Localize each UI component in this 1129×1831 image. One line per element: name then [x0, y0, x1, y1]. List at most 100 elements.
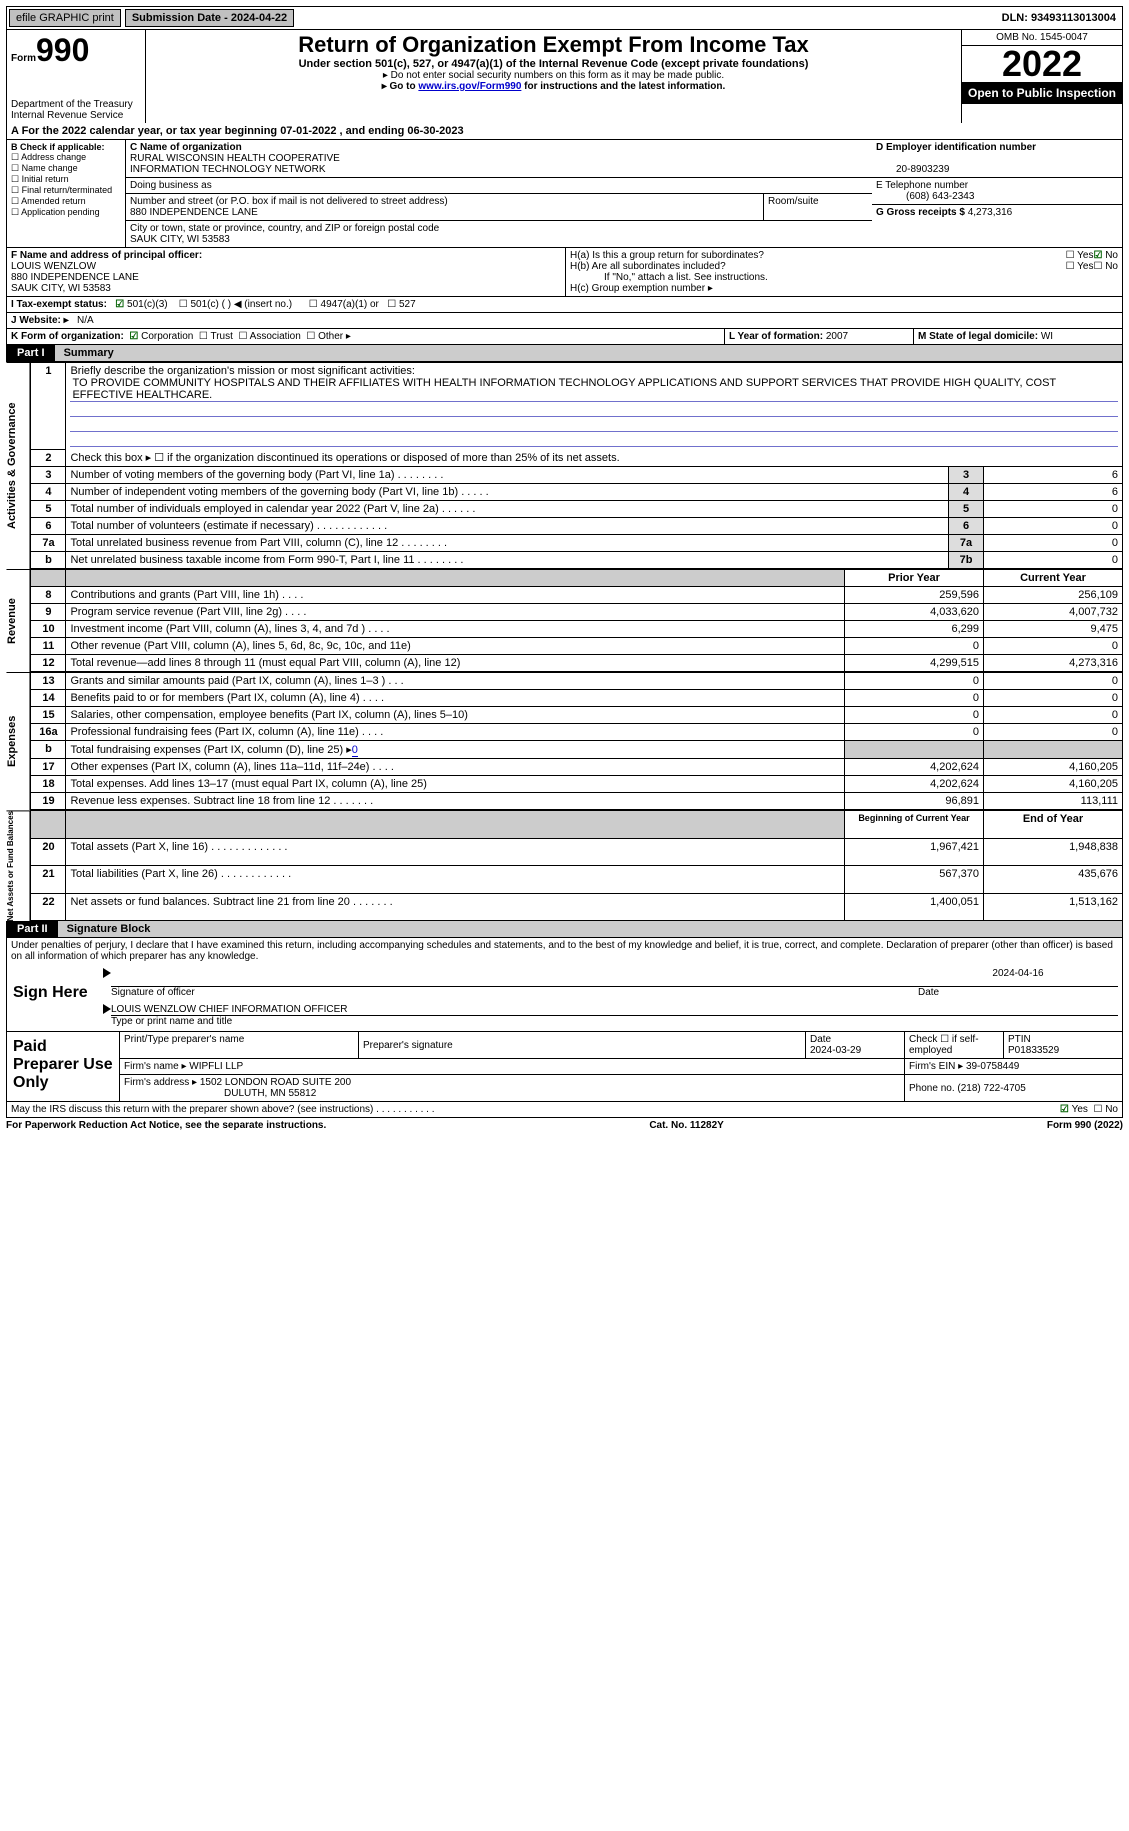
chk-name[interactable]: Name change — [11, 163, 78, 173]
chk-527[interactable]: 527 — [387, 299, 415, 310]
hc-label: H(c) Group exemption number ▸ — [570, 283, 1118, 294]
line-desc: Total fundraising expenses (Part IX, col… — [66, 741, 845, 759]
end-year-hdr: End of Year — [984, 811, 1123, 839]
k-label: K Form of organization: — [11, 331, 124, 342]
officer-name: LOUIS WENZLOW — [11, 261, 96, 272]
ptin-label: PTIN — [1008, 1034, 1031, 1045]
line-num: 19 — [31, 793, 66, 810]
firm-phone: (218) 722-4705 — [957, 1083, 1025, 1094]
line-val: 0 — [984, 518, 1123, 535]
line-desc: Benefits paid to or for members (Part IX… — [66, 690, 845, 707]
ein-cell: D Employer identification number 20-8903… — [872, 140, 1122, 178]
side-revenue: Revenue — [6, 569, 30, 672]
prior-val — [845, 741, 984, 759]
col-b: B Check if applicable: Address change Na… — [7, 140, 126, 247]
ha-yes[interactable]: Yes — [1066, 250, 1094, 261]
chk-4947[interactable]: 4947(a)(1) or — [309, 299, 379, 310]
ha-label: H(a) Is this a group return for subordin… — [570, 250, 1066, 261]
ha-no[interactable]: No — [1093, 250, 1118, 261]
side-netassets: Net Assets or Fund Balances — [6, 810, 30, 921]
inspection-label: Open to Public Inspection — [962, 82, 1122, 104]
line-box: 7b — [949, 552, 984, 569]
netassets-section: Net Assets or Fund Balances Beginning of… — [6, 810, 1123, 921]
line-k-l-m: K Form of organization: Corporation Trus… — [6, 329, 1123, 345]
line-num: 13 — [31, 673, 66, 690]
l2-text: Check this box ▸ ☐ if the organization d… — [66, 449, 1123, 467]
firm-phone-label: Phone no. — [909, 1083, 955, 1094]
dba-cell: Doing business as — [126, 178, 872, 194]
chk-final[interactable]: Final return/terminated — [11, 185, 112, 195]
line-val: 6 — [984, 484, 1123, 501]
mission-text: TO PROVIDE COMMUNITY HOSPITALS AND THEIR… — [70, 377, 1118, 402]
line-val: 0 — [984, 501, 1123, 518]
hb-no[interactable]: No — [1093, 261, 1118, 272]
officer-city: SAUK CITY, WI 53583 — [11, 283, 111, 294]
firm-addr-label: Firm's address ▸ — [124, 1077, 197, 1088]
sig-date: 2024-04-16 — [918, 968, 1118, 987]
form-title: Return of Organization Exempt From Incom… — [150, 32, 957, 58]
chk-assoc[interactable]: Association — [238, 331, 300, 342]
chk-501c3[interactable]: 501(c)(3) — [115, 299, 167, 310]
prior-val: 4,202,624 — [845, 776, 984, 793]
dln: DLN: 93493113013004 — [1002, 12, 1122, 24]
prep-selfemp[interactable]: Check ☐ if self-employed — [905, 1032, 1004, 1059]
chk-initial[interactable]: Initial return — [11, 174, 69, 184]
line-desc: Total revenue—add lines 8 through 11 (mu… — [66, 655, 845, 672]
e-label: E Telephone number — [876, 180, 968, 191]
org-name-2: INFORMATION TECHNOLOGY NETWORK — [130, 164, 326, 175]
preparer-block: Paid Preparer Use Only Print/Type prepar… — [6, 1032, 1123, 1102]
line-desc: Contributions and grants (Part VIII, lin… — [66, 587, 845, 604]
line-box: 3 — [949, 467, 984, 484]
l-label: L Year of formation: — [729, 331, 823, 342]
sig-date-label: Date — [918, 987, 939, 998]
discuss-yes[interactable]: Yes — [1060, 1104, 1088, 1115]
firm-ein-label: Firm's EIN ▸ — [909, 1061, 963, 1072]
line-num: 5 — [31, 501, 66, 518]
efile-button[interactable]: efile GRAPHIC print — [9, 9, 121, 27]
addr-cell: Number and street (or P.O. box if mail i… — [126, 194, 872, 221]
firm-name-label: Firm's name ▸ — [124, 1061, 187, 1072]
city-cell: City or town, state or province, country… — [126, 221, 872, 247]
begin-year-hdr: Beginning of Current Year — [845, 811, 984, 839]
expenses-table: 13Grants and similar amounts paid (Part … — [30, 672, 1123, 810]
line-box: 7a — [949, 535, 984, 552]
side-expenses: Expenses — [6, 672, 30, 810]
line-num: 18 — [31, 776, 66, 793]
sign-fields: Signature of officer 2024-04-16 Date LOU… — [99, 964, 1122, 1031]
current-val: 4,160,205 — [984, 759, 1123, 776]
m-label: M State of legal domicile: — [918, 331, 1038, 342]
netassets-table: Beginning of Current YearEnd of Year 20T… — [30, 810, 1123, 921]
chk-pending[interactable]: Application pending — [11, 207, 100, 217]
line-desc: Total liabilities (Part X, line 26) . . … — [66, 866, 845, 894]
page-footer: For Paperwork Reduction Act Notice, see … — [6, 1118, 1123, 1133]
c-name-label: C Name of organization — [130, 142, 242, 153]
chk-501c[interactable]: 501(c) ( ) ◀ (insert no.) — [179, 299, 292, 310]
hb-yes[interactable]: Yes — [1066, 261, 1094, 272]
col-d: D Employer identification number 20-8903… — [872, 140, 1122, 247]
arrow-icon — [103, 968, 111, 978]
city: SAUK CITY, WI 53583 — [130, 234, 230, 245]
side-activities: Activities & Governance — [6, 362, 30, 569]
irs-link[interactable]: www.irs.gov/Form990 — [418, 81, 521, 92]
chk-trust[interactable]: Trust — [199, 331, 233, 342]
chk-corp[interactable]: Corporation — [129, 331, 193, 342]
top-toolbar: efile GRAPHIC print Submission Date - 20… — [6, 6, 1123, 30]
line-num: 8 — [31, 587, 66, 604]
chk-amended[interactable]: Amended return — [11, 196, 86, 206]
expenses-section: Expenses 13Grants and similar amounts pa… — [6, 672, 1123, 810]
prior-val: 4,033,620 — [845, 604, 984, 621]
chk-other[interactable]: Other ▸ — [306, 331, 351, 342]
chk-address[interactable]: Address change — [11, 152, 86, 162]
line-num: 12 — [31, 655, 66, 672]
discuss-no[interactable]: No — [1093, 1104, 1118, 1115]
current-val: 435,676 — [984, 866, 1123, 894]
current-val — [984, 741, 1123, 759]
line-num: 21 — [31, 866, 66, 894]
sig-name-label: Type or print name and title — [111, 1016, 232, 1027]
line-num: 16a — [31, 724, 66, 741]
part1-label: Part I — [7, 345, 55, 361]
line-desc: Number of voting members of the governin… — [66, 467, 949, 484]
line-desc: Net unrelated business taxable income fr… — [66, 552, 949, 569]
current-val: 256,109 — [984, 587, 1123, 604]
prep-date: 2024-03-29 — [810, 1045, 861, 1056]
